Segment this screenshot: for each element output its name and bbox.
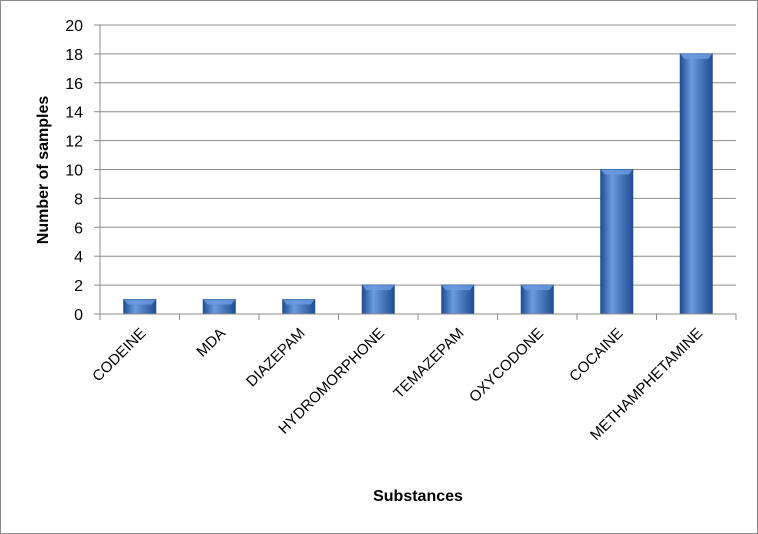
bar-bevel (203, 299, 236, 305)
bar-mda (202, 299, 236, 315)
y-tick-label: 4 (74, 249, 83, 266)
bar-bevel (123, 299, 156, 305)
bar-methamphetamine (679, 53, 713, 315)
bars (123, 53, 713, 315)
bar-bevel (600, 169, 633, 175)
x-axis-title: Substances (373, 488, 463, 505)
bar-codeine (123, 299, 157, 315)
x-tick-label: CODEINE (89, 325, 149, 385)
y-tick-label: 16 (65, 76, 83, 93)
bar (600, 169, 634, 315)
gridlines (94, 24, 736, 315)
bar-bevel (282, 299, 315, 305)
y-tick-label: 14 (65, 105, 83, 122)
y-tick-label: 10 (65, 163, 83, 180)
bar-cocaine (600, 169, 634, 315)
bar-bevel (441, 285, 474, 291)
bar-bevel (521, 285, 554, 291)
bar-hydromorphone (361, 284, 395, 315)
x-tick-label: COCAINE (566, 325, 626, 385)
x-tick-label: MDA (193, 325, 229, 361)
x-tick-label: OXYCODONE (466, 325, 547, 406)
bar-bevel (680, 53, 713, 59)
y-axis-tick-labels: 0 2 4 6 8 10 12 14 16 18 20 (65, 18, 83, 324)
y-tick-label: 18 (65, 47, 83, 64)
y-tick-label: 0 (74, 307, 83, 324)
y-tick-label: 8 (74, 191, 83, 208)
axes (99, 25, 737, 320)
bar-bevel (362, 285, 395, 291)
y-axis-title: Number of samples (35, 96, 52, 245)
x-tick-label: TEMAZEPAM (390, 325, 467, 402)
y-tick-label: 2 (74, 278, 83, 295)
y-tick-label: 6 (74, 220, 83, 237)
bar-diazepam (282, 299, 316, 315)
y-tick-label: 20 (65, 18, 83, 35)
bar-temazepam (441, 284, 475, 315)
bar (679, 53, 713, 315)
bar-oxycodone (520, 284, 554, 315)
y-tick-label: 12 (65, 134, 83, 151)
x-tick-label: DIAZEPAM (243, 325, 308, 390)
